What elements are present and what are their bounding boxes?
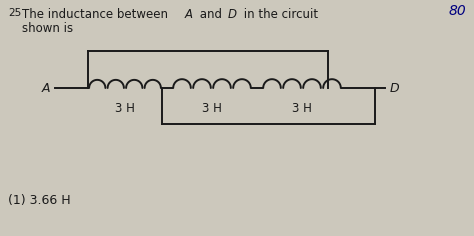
Text: and: and [196,8,226,21]
Text: 80: 80 [448,4,466,18]
Text: A: A [185,8,193,21]
Text: 3 H: 3 H [202,102,222,115]
Text: shown is: shown is [22,22,73,35]
Text: The inductance between: The inductance between [22,8,172,21]
Text: D: D [390,81,400,94]
Text: 3 H: 3 H [115,102,135,115]
Text: 25: 25 [8,8,21,18]
Text: (1) 3.66 H: (1) 3.66 H [8,194,71,207]
Text: D: D [228,8,237,21]
Text: in the circuit: in the circuit [240,8,318,21]
Text: A: A [42,81,50,94]
Text: 3 H: 3 H [292,102,312,115]
